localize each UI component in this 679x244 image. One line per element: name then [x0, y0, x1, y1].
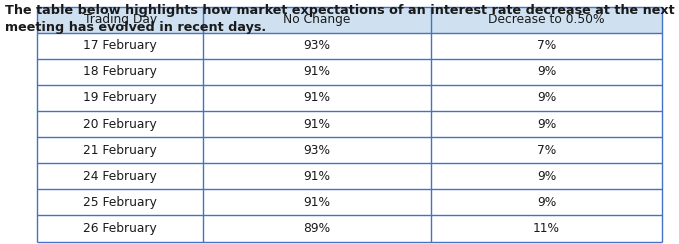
Text: 9%: 9% [537, 170, 556, 183]
Text: 25 February: 25 February [84, 196, 157, 209]
Text: 91%: 91% [304, 92, 331, 104]
Text: 21 February: 21 February [84, 144, 157, 157]
Bar [37, 33, 662, 59]
Text: 93%: 93% [304, 144, 331, 157]
Bar [37, 7, 662, 33]
Bar [37, 215, 662, 242]
Text: 26 February: 26 February [84, 222, 157, 235]
Text: The table below highlights how market expectations of an interest rate decrease : The table below highlights how market ex… [5, 4, 679, 34]
Bar [37, 189, 662, 215]
Text: No Change: No Change [283, 13, 350, 26]
Text: 19 February: 19 February [84, 92, 157, 104]
Text: 91%: 91% [304, 65, 331, 78]
Bar [37, 137, 662, 163]
Bar [37, 85, 662, 111]
Text: 9%: 9% [537, 92, 556, 104]
Text: 91%: 91% [304, 118, 331, 131]
Text: 24 February: 24 February [84, 170, 157, 183]
Text: 93%: 93% [304, 39, 331, 52]
Text: 91%: 91% [304, 170, 331, 183]
Text: 17 February: 17 February [84, 39, 157, 52]
Bar [37, 163, 662, 189]
Text: Decrease to 0.50%: Decrease to 0.50% [488, 13, 605, 26]
Text: 9%: 9% [537, 196, 556, 209]
Bar [37, 111, 662, 137]
Text: 18 February: 18 February [84, 65, 157, 78]
Text: 91%: 91% [304, 196, 331, 209]
Text: 11%: 11% [533, 222, 560, 235]
Text: Trading Day: Trading Day [84, 13, 157, 26]
Text: 7%: 7% [537, 144, 556, 157]
Text: 89%: 89% [304, 222, 331, 235]
Text: 7%: 7% [537, 39, 556, 52]
Bar [37, 59, 662, 85]
Text: 20 February: 20 February [84, 118, 157, 131]
Text: 9%: 9% [537, 118, 556, 131]
Text: 9%: 9% [537, 65, 556, 78]
